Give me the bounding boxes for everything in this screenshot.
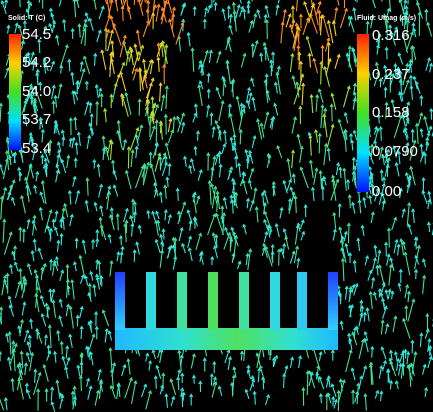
sink-fin xyxy=(146,272,156,330)
legend-title: Solid: T (C) xyxy=(8,15,45,22)
sink-fin xyxy=(328,272,338,330)
legend-label: 53.4 xyxy=(22,140,51,157)
legend-label: 54.0 xyxy=(22,83,51,100)
legend-label: 54.2 xyxy=(22,54,51,71)
sink-fin xyxy=(239,272,249,330)
sink-fin xyxy=(270,272,280,330)
legend-title: Fluid: Umag (m/s) xyxy=(357,15,416,22)
legend-label: 54.5 xyxy=(22,26,51,43)
heat-sink xyxy=(115,272,338,350)
legend-label: 0.316 xyxy=(372,27,410,44)
sink-fin xyxy=(177,272,187,330)
sink-fin xyxy=(208,272,218,330)
color-bar xyxy=(9,34,21,150)
sink-base xyxy=(115,328,338,350)
arrow-set xyxy=(100,0,341,133)
legend-label: 0.00 xyxy=(372,183,401,200)
solid-legend: Solid: T (C) 54.5 54.2 54.0 53.7 53.4 xyxy=(8,15,51,157)
legend-label: 0.0790 xyxy=(372,143,418,160)
color-bar xyxy=(357,34,369,192)
arrow-set xyxy=(103,27,351,172)
sink-fin xyxy=(115,272,125,330)
fluid-legend: Fluid: Umag (m/s) 0.316 0.237 0.158 0.07… xyxy=(357,15,418,200)
legend-label: 0.237 xyxy=(372,66,410,83)
sink-fin xyxy=(297,272,307,330)
legend-label: 53.7 xyxy=(22,111,51,128)
legend-label: 0.158 xyxy=(372,104,410,121)
